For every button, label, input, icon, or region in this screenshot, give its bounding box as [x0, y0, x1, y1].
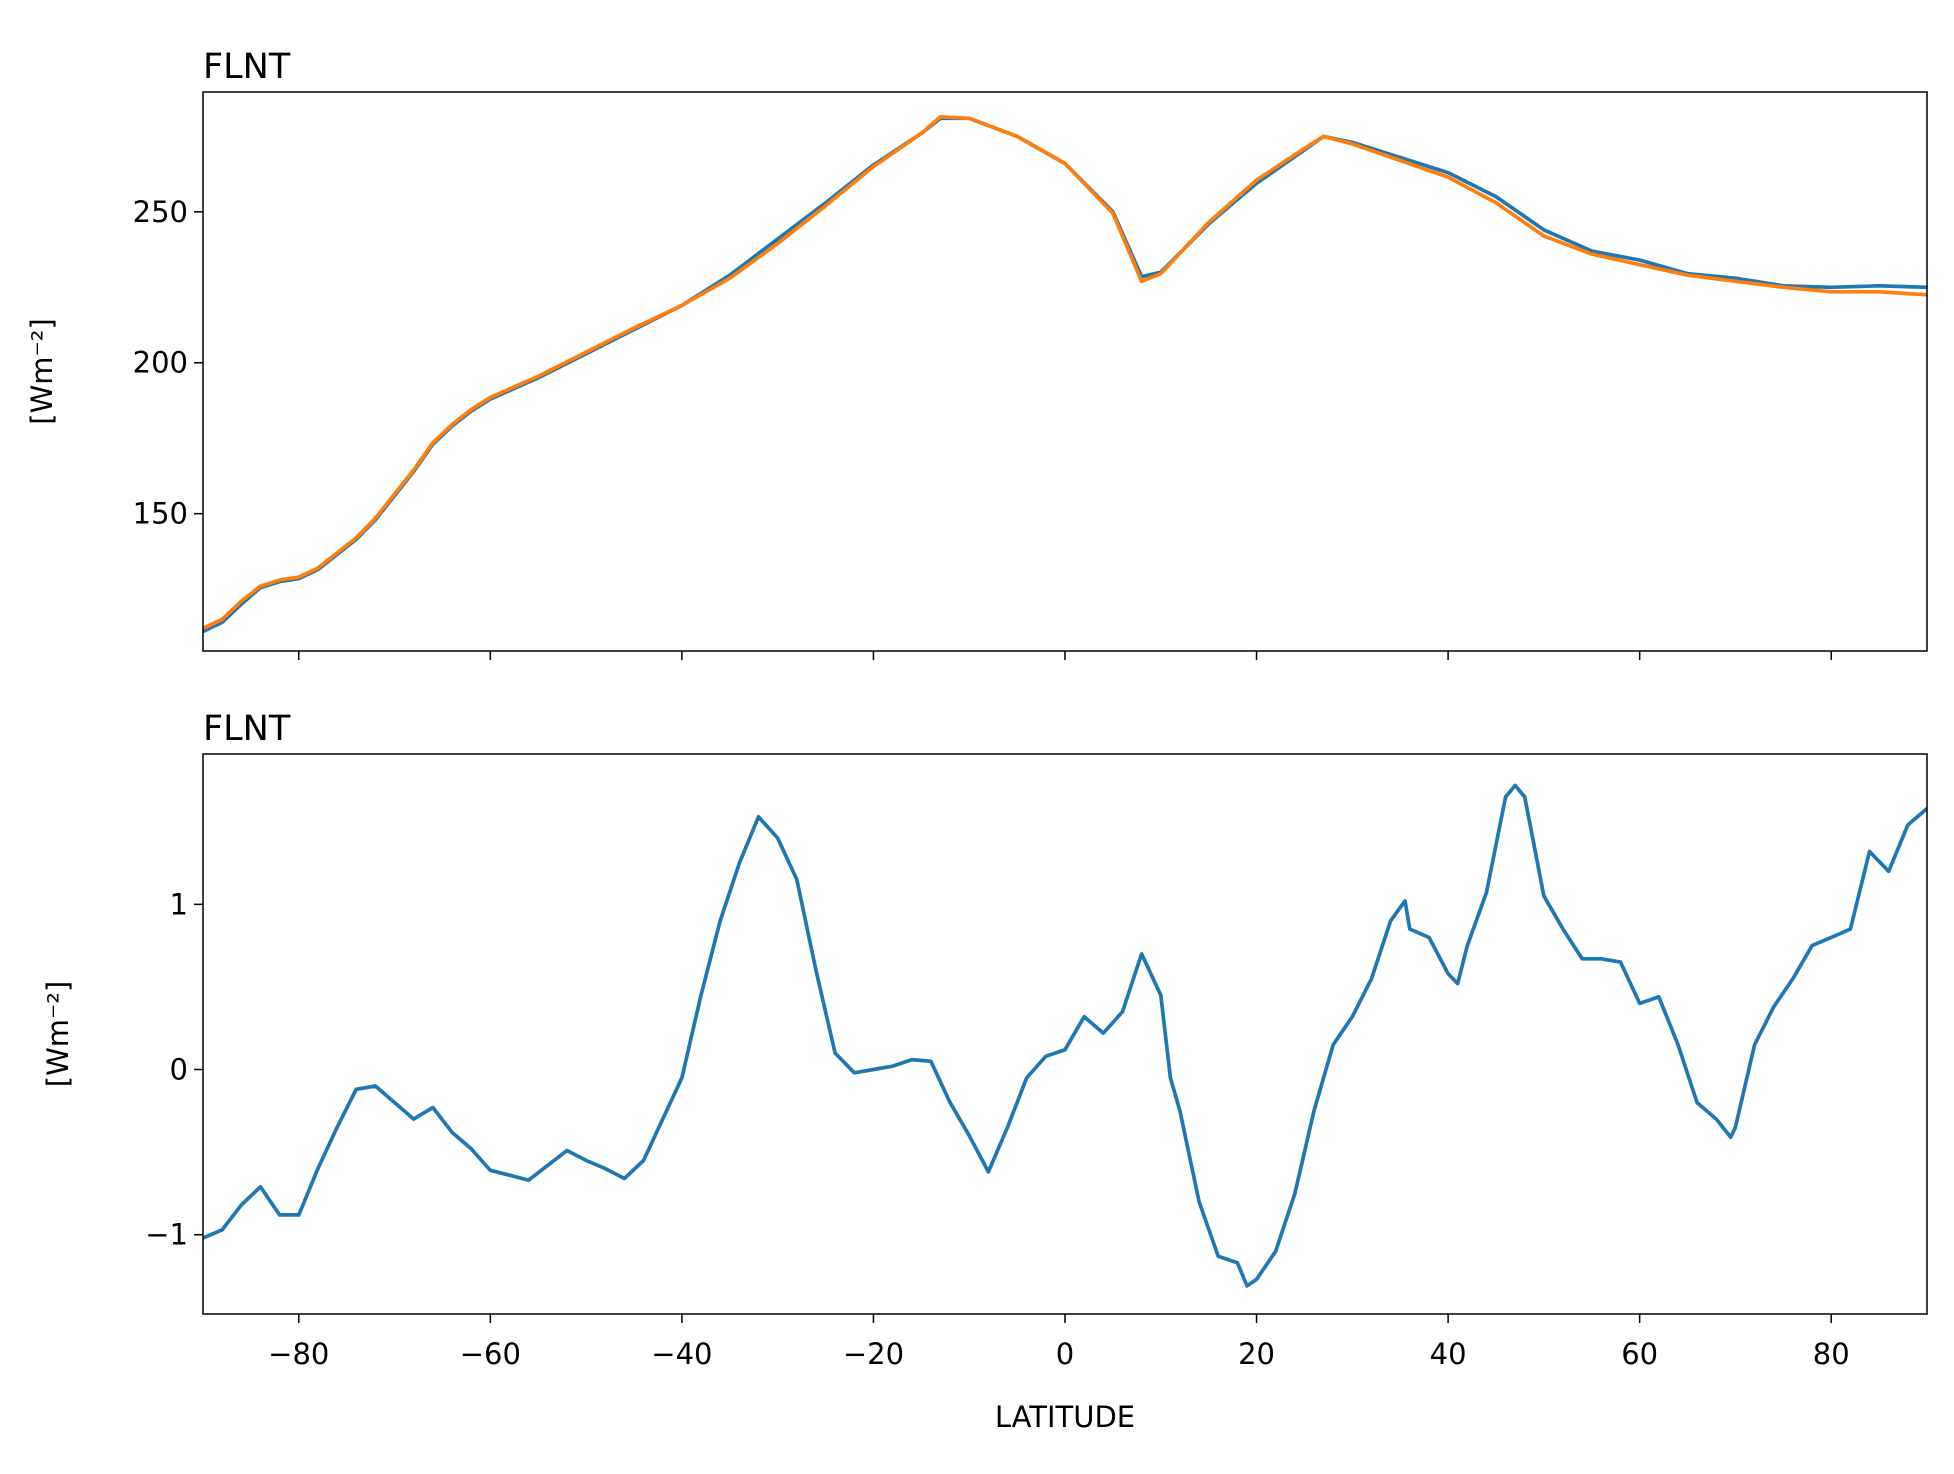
y-tick-label: 200 [133, 346, 188, 380]
y-tick-label: 1 [170, 887, 188, 921]
x-tick-label: −40 [651, 1337, 712, 1371]
x-tick-label: 80 [1813, 1337, 1850, 1371]
series-line [203, 114, 1927, 631]
plot-frame [202, 753, 1928, 1315]
series-line [203, 783, 1927, 1288]
series-line [203, 116, 1927, 634]
x-tick-label: 60 [1621, 1337, 1658, 1371]
y-tick-label: 0 [170, 1053, 188, 1087]
y-tick-label: 250 [133, 195, 188, 229]
x-tick-label: −20 [843, 1337, 904, 1371]
y-tick-label: −1 [145, 1218, 188, 1252]
plot-frame [202, 91, 1928, 652]
y-tick-label: 150 [133, 497, 188, 531]
x-tick-label: −80 [268, 1337, 329, 1371]
x-tick-label: 0 [1056, 1337, 1074, 1371]
x-tick-label: 20 [1238, 1337, 1275, 1371]
y-axis-label: [Wm⁻²] [25, 318, 59, 424]
y-axis-label: [Wm⁻²] [41, 981, 75, 1087]
x-tick-label: −60 [460, 1337, 521, 1371]
x-axis-label: LATITUDE [995, 1400, 1135, 1434]
chart-title: FLNT [203, 709, 291, 749]
x-tick-label: 40 [1430, 1337, 1467, 1371]
chart-title: FLNT [203, 47, 291, 87]
